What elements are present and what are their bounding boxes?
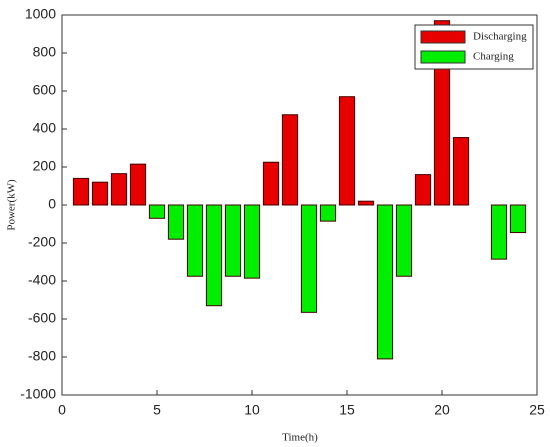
x-tick-label: 25	[529, 402, 545, 418]
bar	[167, 204, 185, 240]
y-tick-label: 600	[33, 82, 57, 98]
y-tick-label: 800	[33, 44, 57, 60]
y-tick-label: -800	[28, 348, 56, 364]
bar	[281, 114, 299, 206]
bar	[129, 163, 147, 206]
bar	[110, 173, 128, 206]
bar	[395, 204, 413, 277]
y-tick-label: 1000	[25, 6, 56, 22]
x-tick-label: 10	[244, 402, 260, 418]
x-tick-label: 5	[153, 402, 161, 418]
bar	[357, 200, 375, 206]
x-tick-label: 15	[339, 402, 355, 418]
bar	[490, 204, 508, 260]
y-tick-label: 0	[48, 196, 56, 212]
legend-label: Discharging	[473, 31, 527, 43]
legend-swatch	[420, 30, 466, 44]
bar	[72, 177, 90, 206]
legend-swatch	[420, 50, 466, 64]
y-tick-label: 400	[33, 120, 57, 136]
y-tick-label: -200	[28, 234, 56, 250]
bar	[414, 174, 432, 206]
bar	[509, 204, 527, 234]
y-axis-label: Power(kW)	[6, 179, 18, 231]
y-tick-label: -1000	[20, 386, 56, 402]
bar	[205, 204, 223, 307]
x-tick-label: 0	[58, 402, 66, 418]
y-tick-label: 200	[33, 158, 57, 174]
y-tick-label: -600	[28, 310, 56, 326]
bar	[91, 181, 109, 206]
bar	[300, 204, 318, 313]
bar	[186, 204, 204, 277]
bar	[224, 204, 242, 277]
bar	[452, 137, 470, 206]
x-axis-label: Time(h)	[282, 432, 318, 444]
bar	[148, 204, 166, 219]
bar	[338, 96, 356, 206]
legend-label: Charging	[473, 51, 514, 63]
bar	[262, 161, 280, 206]
bar	[243, 204, 261, 279]
y-tick-label: -400	[28, 272, 56, 288]
bar	[319, 204, 337, 222]
x-tick-label: 20	[434, 402, 450, 418]
bar	[376, 204, 394, 360]
